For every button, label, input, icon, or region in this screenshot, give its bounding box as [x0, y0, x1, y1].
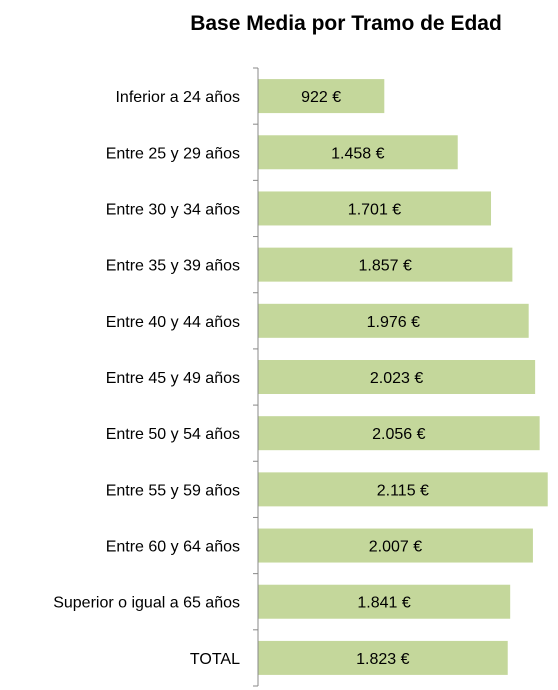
bar [258, 528, 533, 563]
category-label: Entre 45 y 49 años [106, 370, 240, 387]
labels-layer: 922 € Inferior a 24 años 1.458 € Entre 25 y… [53, 89, 429, 668]
category-label: Entre 60 y 64 años [106, 539, 240, 556]
bar [258, 135, 458, 170]
data-label: 1.701 € [348, 201, 401, 218]
data-label: 1.458 € [331, 145, 384, 162]
bar [258, 416, 540, 451]
data-label: 1.823 € [356, 651, 409, 668]
data-label: 2.007 € [369, 539, 422, 556]
bar [258, 584, 511, 619]
category-label: Entre 35 y 39 años [106, 258, 240, 275]
category-label: Inferior a 24 años [115, 89, 240, 106]
bar [258, 303, 529, 338]
category-axis [253, 67, 259, 687]
chart-title: Base Media por Tramo de Edad [190, 12, 502, 35]
category-label: Entre 55 y 59 años [106, 482, 240, 499]
category-label: Superior o igual a 65 años [53, 595, 240, 612]
bar [258, 360, 536, 394]
bar [258, 640, 508, 675]
data-label: 1.976 € [367, 314, 420, 331]
data-label: 2.023 € [370, 370, 423, 387]
data-label: 2.115 € [377, 482, 429, 499]
bars-layer [258, 79, 548, 675]
data-label: 922 € [301, 89, 341, 106]
data-label: 2.056 € [372, 426, 425, 443]
category-label: TOTAL [190, 651, 240, 668]
category-label: Entre 25 y 29 años [106, 145, 240, 162]
category-label: Entre 40 y 44 años [106, 314, 240, 331]
bar [258, 79, 385, 114]
category-label: Entre 30 y 34 años [106, 201, 240, 218]
category-label: Entre 50 y 54 años [106, 426, 240, 443]
bar [258, 472, 548, 507]
data-label: 1.841 € [357, 595, 410, 612]
bar [258, 191, 492, 226]
bar [258, 247, 513, 282]
data-label: 1.857 € [358, 258, 411, 275]
